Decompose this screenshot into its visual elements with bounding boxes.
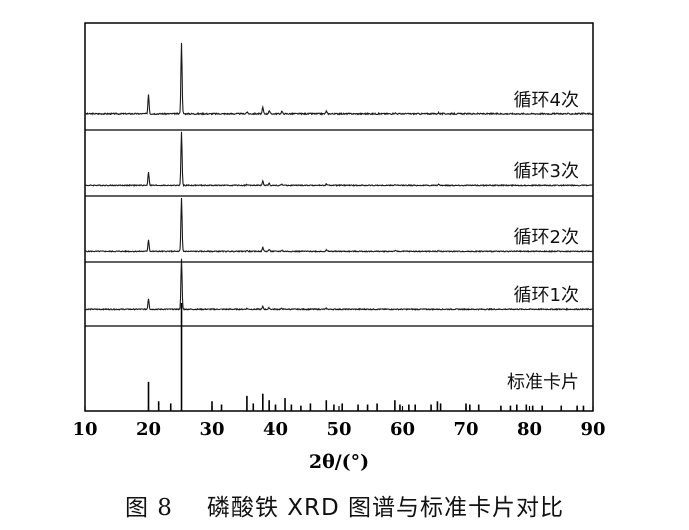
series-label-2: 循环3次: [514, 161, 579, 182]
series-label-3: 循环2次: [514, 227, 579, 248]
x-tick-label-60: 60: [390, 419, 415, 440]
series-label-1: 循环4次: [514, 90, 579, 111]
plot-frame: [84, 22, 594, 412]
figure-caption: 图 8 磷酸铁 XRD 图谱与标准卡片对比: [0, 488, 689, 522]
series-label-4: 循环1次: [514, 285, 579, 306]
series-traces: [84, 42, 594, 312]
x-tick-label-80: 80: [517, 419, 542, 440]
x-axis-label: 2θ/(°): [309, 451, 369, 473]
series-line-2: [84, 131, 594, 188]
x-tick-label-70: 70: [453, 419, 478, 440]
x-tick-label-30: 30: [199, 419, 224, 440]
xrd-chart: 10 20 30 40 50 60 70 80 90 循环4次循环3次循环2次循环1次标准卡片 …: [72, 22, 606, 473]
x-tick-label-20: 20: [136, 419, 161, 440]
figure-title: 磷酸铁 XRD 图谱与标准卡片对比: [206, 495, 565, 521]
series-line-4: [84, 258, 593, 312]
panel-dividers: [85, 129, 593, 327]
reference-sticks: [147, 303, 585, 411]
x-tick-label-50: 50: [326, 419, 351, 440]
x-tick-label-40: 40: [263, 419, 288, 440]
series-line-1: [84, 42, 594, 116]
series-line-3: [84, 197, 594, 253]
x-axis-tick-labels: 10 20 30 40 50 60 70 80 90: [72, 419, 605, 440]
x-tick-label-10: 10: [72, 419, 97, 440]
figure-number: 图 8: [124, 495, 173, 521]
reference-label: 标准卡片: [507, 372, 579, 393]
x-tick-label-90: 90: [580, 419, 605, 440]
